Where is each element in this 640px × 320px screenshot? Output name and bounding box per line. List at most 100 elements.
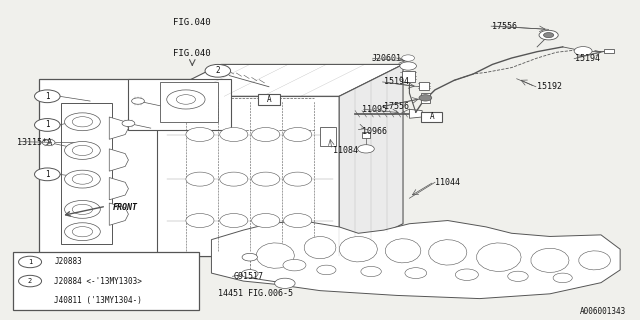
Polygon shape: [211, 220, 620, 299]
Text: 2: 2: [216, 66, 220, 75]
Circle shape: [35, 168, 60, 181]
Circle shape: [205, 64, 230, 77]
Circle shape: [242, 253, 257, 261]
Polygon shape: [339, 236, 378, 262]
Circle shape: [220, 172, 248, 186]
Circle shape: [419, 95, 432, 101]
Circle shape: [405, 268, 427, 278]
Bar: [421, 112, 442, 122]
Polygon shape: [157, 96, 339, 256]
Circle shape: [42, 139, 55, 146]
Text: 11084: 11084: [333, 146, 358, 155]
Text: 15194: 15194: [384, 77, 409, 86]
Circle shape: [361, 267, 381, 276]
Polygon shape: [362, 132, 370, 138]
Polygon shape: [257, 243, 294, 268]
Text: 15192: 15192: [537, 82, 562, 91]
Polygon shape: [477, 243, 521, 271]
Polygon shape: [61, 103, 113, 244]
Circle shape: [543, 33, 554, 38]
Circle shape: [35, 90, 60, 103]
Polygon shape: [161, 82, 218, 122]
Circle shape: [252, 127, 280, 141]
Circle shape: [186, 127, 214, 141]
Text: J20884 <-'13MY1303>: J20884 <-'13MY1303>: [54, 276, 142, 285]
Polygon shape: [109, 117, 129, 139]
Circle shape: [275, 278, 295, 288]
Polygon shape: [579, 251, 611, 270]
Circle shape: [19, 275, 42, 287]
Circle shape: [65, 170, 100, 188]
Circle shape: [167, 90, 205, 109]
Text: 17556: 17556: [492, 22, 517, 31]
Text: A: A: [429, 113, 434, 122]
Circle shape: [65, 113, 100, 131]
Circle shape: [176, 95, 195, 104]
Text: A: A: [267, 95, 271, 104]
Circle shape: [456, 269, 478, 280]
Polygon shape: [304, 236, 336, 259]
Text: 1: 1: [28, 259, 32, 265]
Circle shape: [574, 47, 592, 55]
Text: G91517: G91517: [234, 272, 264, 281]
Circle shape: [358, 145, 374, 153]
Circle shape: [283, 260, 306, 271]
Circle shape: [65, 223, 100, 241]
Circle shape: [65, 200, 100, 218]
Text: 11044: 11044: [435, 178, 460, 187]
Text: 15194: 15194: [575, 53, 600, 62]
Polygon shape: [339, 64, 403, 256]
Polygon shape: [402, 71, 415, 82]
Circle shape: [400, 62, 417, 70]
Text: 14451 FIG.006-5: 14451 FIG.006-5: [218, 289, 293, 298]
Circle shape: [220, 127, 248, 141]
Text: 1: 1: [45, 120, 50, 130]
Circle shape: [122, 120, 135, 126]
Circle shape: [539, 30, 558, 40]
Bar: [13, 252, 198, 310]
Polygon shape: [129, 79, 230, 130]
Polygon shape: [531, 248, 569, 272]
Circle shape: [402, 55, 415, 61]
Circle shape: [72, 117, 93, 127]
Text: FIG.040: FIG.040: [173, 19, 211, 28]
Text: 10966: 10966: [362, 127, 387, 136]
Polygon shape: [419, 82, 429, 90]
Polygon shape: [320, 126, 336, 146]
Bar: [258, 94, 280, 105]
Text: 1: 1: [45, 170, 50, 179]
Circle shape: [72, 227, 93, 237]
Text: 17556: 17556: [384, 102, 409, 111]
Circle shape: [252, 172, 280, 186]
Circle shape: [317, 265, 336, 275]
Polygon shape: [429, 240, 467, 265]
Circle shape: [65, 141, 100, 159]
Polygon shape: [421, 93, 431, 103]
Polygon shape: [109, 149, 129, 171]
Circle shape: [241, 270, 258, 278]
Circle shape: [284, 213, 312, 228]
Text: J40811 ('13MY1304-): J40811 ('13MY1304-): [54, 296, 142, 305]
Text: 11095: 11095: [362, 105, 387, 114]
Text: 13115*A: 13115*A: [17, 138, 52, 147]
Circle shape: [553, 273, 572, 283]
Circle shape: [284, 127, 312, 141]
Polygon shape: [604, 49, 614, 53]
Text: J20601: J20601: [371, 53, 401, 62]
Polygon shape: [385, 239, 421, 263]
Circle shape: [186, 213, 214, 228]
Circle shape: [72, 145, 93, 156]
Circle shape: [19, 256, 42, 268]
Polygon shape: [109, 203, 129, 225]
Text: J20883: J20883: [54, 258, 82, 267]
Circle shape: [284, 172, 312, 186]
Text: FRONT: FRONT: [113, 203, 138, 212]
Polygon shape: [157, 64, 403, 96]
Text: 1: 1: [45, 92, 50, 101]
Text: A006001343: A006001343: [580, 307, 627, 316]
Circle shape: [72, 174, 93, 184]
Polygon shape: [109, 178, 129, 200]
Circle shape: [72, 204, 93, 214]
Circle shape: [132, 98, 145, 104]
Circle shape: [252, 213, 280, 228]
